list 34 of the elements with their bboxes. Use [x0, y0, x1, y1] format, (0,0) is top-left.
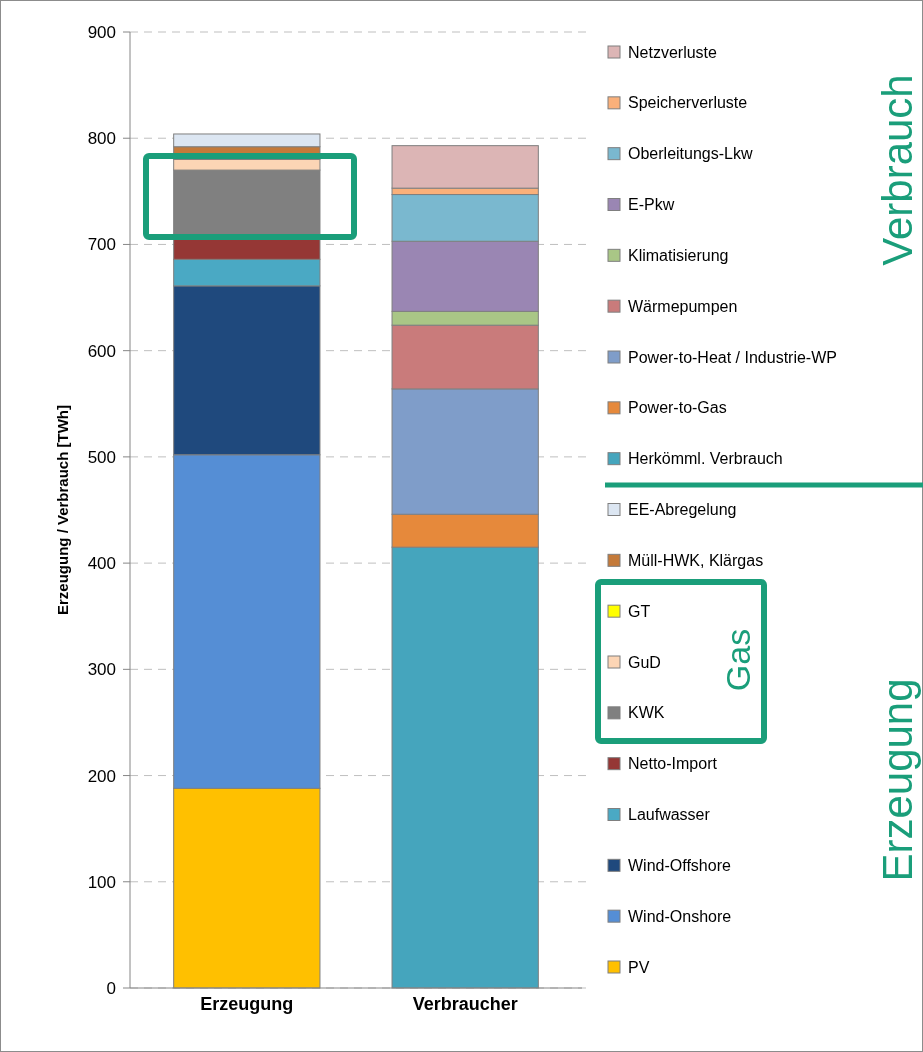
legend-label: PV — [628, 958, 650, 976]
text: Gas — [718, 628, 757, 692]
legend-label: E-Pkw — [628, 196, 675, 214]
y-tick-label: 200 — [87, 766, 116, 786]
y-tick-label: 300 — [87, 660, 116, 680]
legend-label: Wind-Onshore — [628, 907, 732, 925]
y-tick-label: 400 — [87, 554, 116, 574]
legend-label: KWK — [628, 704, 665, 722]
legend-label: Oberleitungs-Lkw — [628, 145, 753, 163]
legend-label: Netzverluste — [628, 43, 718, 61]
legend-label: Speicherverluste — [628, 94, 748, 112]
text: Erzeugung — [873, 678, 921, 882]
legend-label: Netto-Import — [628, 755, 718, 773]
y-tick-label: 900 — [87, 22, 116, 42]
legend-label: Power-to-Heat / Industrie-WP — [628, 348, 837, 366]
y-tick-label: 100 — [87, 872, 116, 892]
y-tick-label: 800 — [87, 129, 116, 149]
y-axis-title: Erzeugung / Verbrauch [TWh] — [54, 404, 71, 616]
x-tick-label: Verbraucher — [412, 994, 518, 1014]
y-tick-label: 0 — [106, 978, 116, 998]
legend-label: Wärmepumpen — [628, 297, 738, 315]
legend-label: Wind-Offshore — [628, 856, 731, 874]
legend-label: Klimatisierung — [628, 246, 729, 264]
legend-label: GuD — [628, 653, 661, 671]
y-tick-label: 600 — [87, 341, 116, 361]
legend-label: Power-to-Gas — [628, 399, 727, 417]
text: Verbrauch — [873, 74, 921, 266]
legend-label: Laufwasser — [628, 806, 711, 824]
legend-label: Herkömml. Verbrauch — [628, 450, 783, 468]
legend-label: GT — [628, 602, 651, 620]
legend-label: Müll-HWK, Klärgas — [628, 551, 764, 569]
y-tick-label: 500 — [87, 447, 116, 467]
legend-label: EE-Abregelung — [628, 501, 737, 519]
y-tick-label: 700 — [87, 235, 116, 255]
